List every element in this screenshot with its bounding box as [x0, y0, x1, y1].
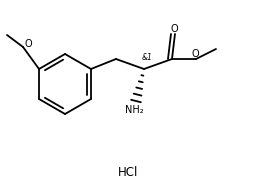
Text: HCl: HCl	[118, 166, 138, 179]
Text: O: O	[170, 24, 178, 34]
Text: O: O	[24, 39, 32, 49]
Text: O: O	[191, 49, 199, 59]
Text: &1: &1	[142, 53, 153, 62]
Text: NH₂: NH₂	[125, 105, 143, 115]
